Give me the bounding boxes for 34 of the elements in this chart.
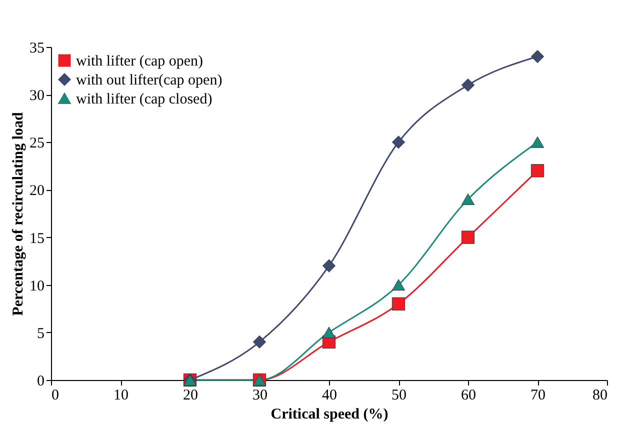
legend-label: with out lifter(cap open) <box>76 72 222 88</box>
point <box>461 78 475 92</box>
point <box>252 335 266 349</box>
point <box>392 297 406 310</box>
y-tick-label: 25 <box>30 136 44 152</box>
y-tick-label: 35 <box>30 40 44 56</box>
x-tick-label: 50 <box>392 388 406 404</box>
x-tick-label: 70 <box>530 388 546 404</box>
point <box>530 136 544 148</box>
x-tick-label: 40 <box>322 388 337 404</box>
y-tick-label: 10 <box>30 278 44 294</box>
x-tick-label: 20 <box>183 388 198 404</box>
y-tick-label: 20 <box>30 183 44 200</box>
y-tick-label: 5 <box>37 326 44 342</box>
point <box>530 164 544 178</box>
point <box>530 50 544 64</box>
x-tick-label: 80 <box>592 388 608 404</box>
x-axis-title: Critical speed (%) <box>270 406 388 422</box>
y-axis-title: Percentage of recirculating load <box>10 111 26 316</box>
x-tick-label: 0 <box>52 388 59 404</box>
x-tick-label: 10 <box>114 388 128 404</box>
point <box>392 279 406 291</box>
point <box>322 259 336 272</box>
y-tick-label: 15 <box>30 230 44 247</box>
x-tick-label: 60 <box>461 388 476 404</box>
point <box>322 326 336 338</box>
point <box>461 230 475 244</box>
y-tick-label: 30 <box>30 88 44 104</box>
legend-label: with lifter (cap closed) <box>76 92 212 108</box>
y-tick-label: 0 <box>37 374 44 390</box>
x-tick-label: 30 <box>252 388 268 404</box>
legend-label: with lifter (cap open) <box>76 54 204 70</box>
point <box>392 136 406 149</box>
point <box>461 194 475 205</box>
